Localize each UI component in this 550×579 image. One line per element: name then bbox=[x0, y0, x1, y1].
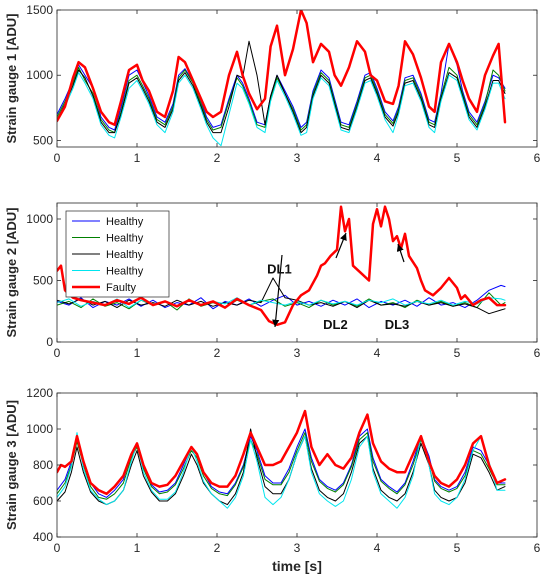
series-line-5 bbox=[57, 205, 507, 327]
annotation-arrow bbox=[272, 254, 283, 328]
x-tick-label: 4 bbox=[374, 346, 381, 360]
x-tick-label: 4 bbox=[374, 541, 381, 555]
series-line-5 bbox=[57, 409, 507, 496]
series-line-3 bbox=[57, 428, 506, 506]
y-axis-label: Strain gauge 1 [ADU] bbox=[4, 13, 19, 143]
x-tick-label: 6 bbox=[534, 541, 541, 555]
x-tick-label: 5 bbox=[454, 541, 461, 555]
x-tick-label: 4 bbox=[374, 151, 381, 165]
y-tick-label: 500 bbox=[33, 133, 53, 147]
y-tick-label: 400 bbox=[33, 530, 53, 544]
x-tick-label: 2 bbox=[214, 151, 221, 165]
x-tick-label: 1 bbox=[134, 346, 141, 360]
x-tick-label: 6 bbox=[534, 151, 541, 165]
y-tick-label: 800 bbox=[33, 458, 53, 472]
series-line-5 bbox=[57, 10, 507, 127]
legend-entry: Faulty bbox=[106, 282, 136, 294]
series-line-4 bbox=[57, 432, 506, 509]
y-tick-label: 1000 bbox=[26, 422, 53, 436]
series-line-2 bbox=[57, 66, 506, 134]
series-group bbox=[57, 205, 507, 327]
legend-entry: Healthy bbox=[106, 233, 144, 245]
legend-entry: Healthy bbox=[106, 216, 144, 228]
legend-entry: Healthy bbox=[106, 266, 144, 278]
series-group bbox=[57, 10, 507, 147]
x-tick-label: 6 bbox=[534, 346, 541, 360]
series-line-1 bbox=[57, 43, 506, 131]
y-tick-label: 1000 bbox=[26, 212, 53, 226]
x-tick-label: 3 bbox=[294, 346, 301, 360]
y-tick-label: 1200 bbox=[26, 386, 53, 400]
panel-3: 0 1 2 3 4 5 6 400 600 800 1000 1200 Strain gauge 3 [… bbox=[4, 386, 541, 574]
y-tick-label: 600 bbox=[33, 494, 53, 508]
y-tick-label: 1500 bbox=[26, 3, 53, 17]
legend: Healthy Healthy Healthy Healthy Faulty bbox=[65, 210, 170, 298]
series-line-4 bbox=[57, 72, 506, 147]
annotation-label: DL1 bbox=[267, 261, 292, 276]
x-tick-label: 0 bbox=[54, 151, 61, 165]
series-line-3 bbox=[57, 40, 506, 134]
annotation-arrow bbox=[396, 243, 405, 263]
y-tick-label: 0 bbox=[46, 335, 53, 349]
x-tick-label: 2 bbox=[214, 541, 221, 555]
panel-1: 0 1 2 3 4 5 6 500 1000 1500 Strain gauge 1 [ADU] bbox=[4, 3, 541, 165]
y-axis-label: Strain gauge 3 [ADU] bbox=[4, 400, 19, 530]
series-line-2 bbox=[57, 292, 506, 311]
x-tick-label: 2 bbox=[214, 346, 221, 360]
x-tick-label: 1 bbox=[134, 541, 141, 555]
x-axis-label: time [s] bbox=[272, 558, 322, 574]
annotation-label: DL2 bbox=[323, 317, 348, 332]
legend-entry: Healthy bbox=[106, 249, 144, 261]
series-line-4 bbox=[57, 297, 506, 309]
x-tick-label: 3 bbox=[294, 151, 301, 165]
x-tick-label: 5 bbox=[454, 346, 461, 360]
y-tick-label: 1000 bbox=[26, 68, 53, 82]
annotation-arrow bbox=[335, 232, 347, 259]
x-tick-label: 5 bbox=[454, 151, 461, 165]
x-tick-label: 0 bbox=[54, 541, 61, 555]
x-tick-label: 3 bbox=[294, 541, 301, 555]
y-axis-label: Strain gauge 2 [ADU] bbox=[4, 207, 19, 337]
panel-2: 0 1 2 3 4 5 6 0 500 1000 Strain gauge 2 [ADU] Healt… bbox=[4, 202, 541, 360]
x-tick-label: 1 bbox=[134, 151, 141, 165]
y-tick-label: 500 bbox=[33, 273, 53, 287]
series-group bbox=[57, 409, 507, 509]
x-tick-label: 0 bbox=[54, 346, 61, 360]
annotation-label: DL3 bbox=[385, 317, 410, 332]
annotations: DL1 DL2 DL3 bbox=[267, 232, 410, 332]
